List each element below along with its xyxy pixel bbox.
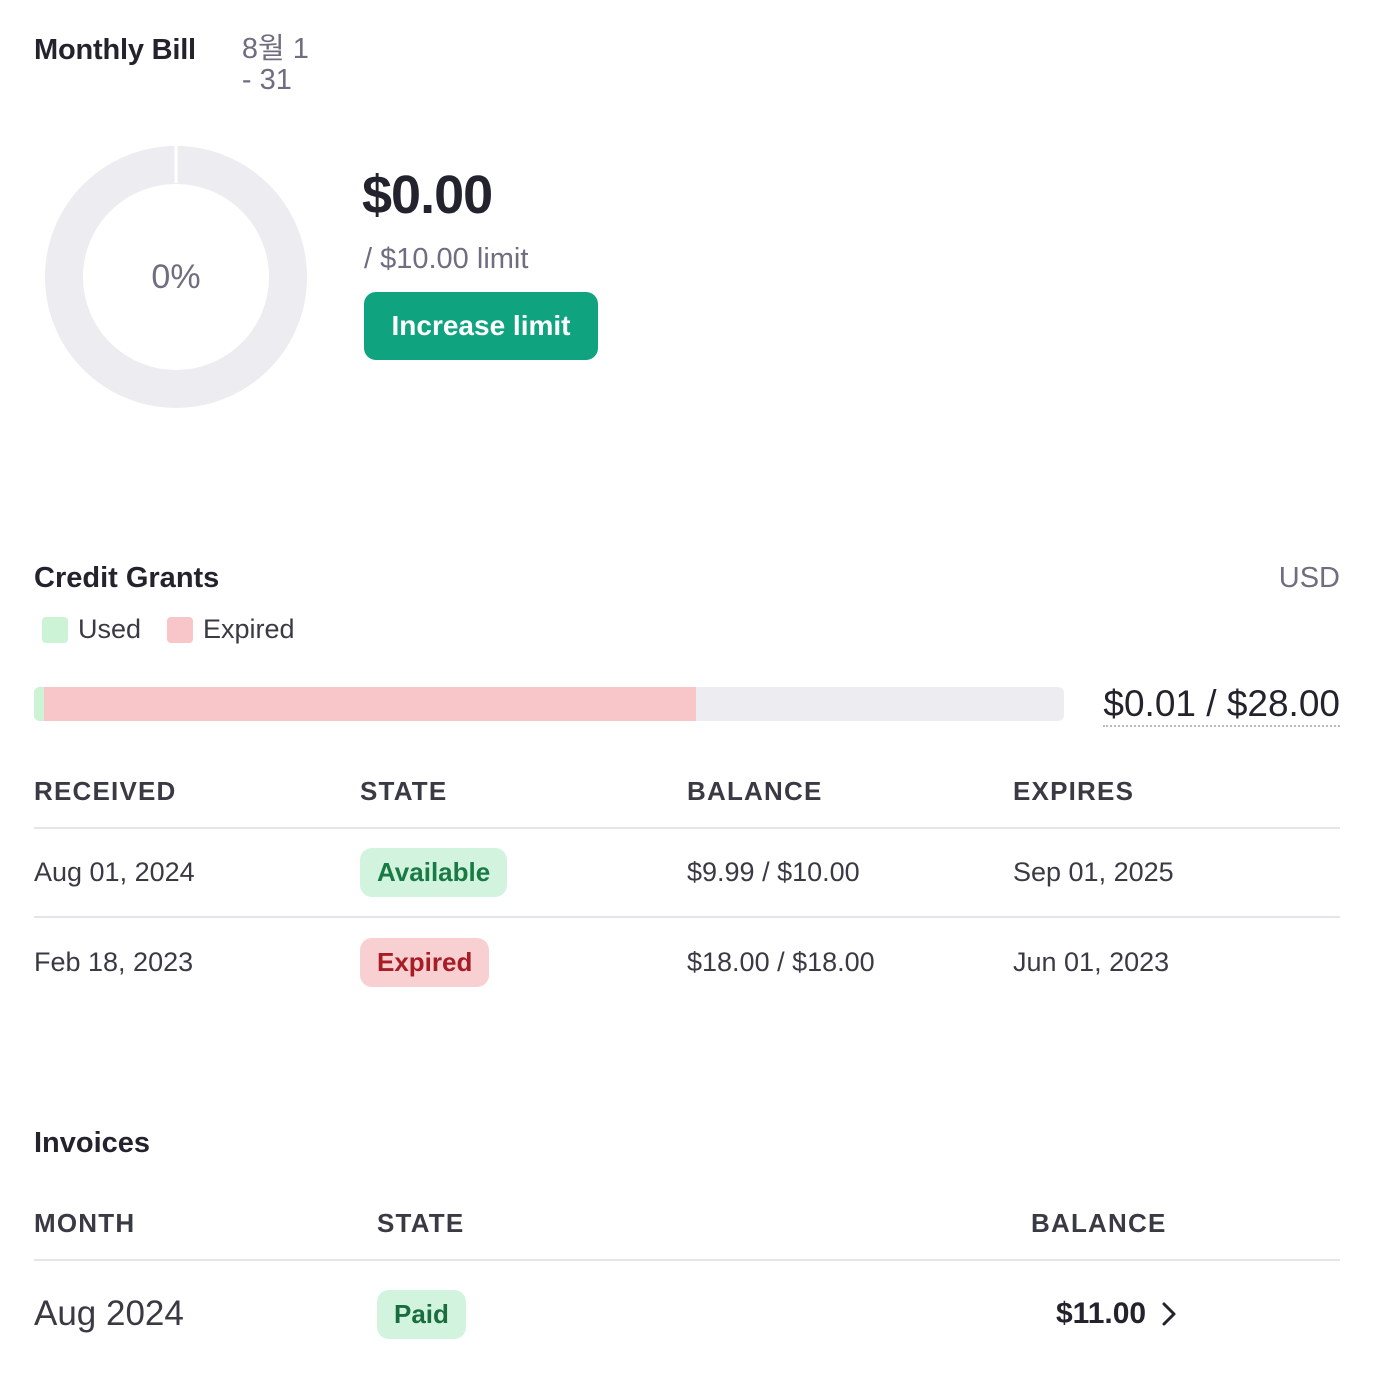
currency-label: USD [1278, 562, 1340, 594]
legend-swatch-used [42, 616, 68, 643]
credit-grants-table: RECEIVED STATE BALANCE EXPIRES Aug 01, 2… [34, 755, 1340, 1007]
usage-percent-label: 0% [151, 257, 201, 296]
legend-label-expired: Expired [203, 614, 295, 644]
legend-label-used: Used [78, 614, 142, 644]
bill-limit-text: / $10.00 limit [364, 243, 529, 275]
column-header-expires: EXPIRES [1013, 775, 1135, 806]
invoice-row[interactable]: Aug 2024 Paid $11.00 [34, 1261, 1340, 1367]
received-date: Feb 18, 2023 [34, 947, 194, 977]
invoice-balance-link[interactable]: $11.00 [1056, 1297, 1178, 1331]
expires-date: Jun 01, 2023 [1013, 947, 1170, 977]
status-badge: Expired [360, 938, 490, 987]
column-header-received: RECEIVED [34, 775, 177, 806]
credit-usage-bar [34, 687, 1064, 721]
column-header-balance: BALANCE [1031, 1207, 1167, 1238]
invoice-balance: $11.00 [1056, 1297, 1147, 1330]
grant-balance: $9.99 / $10.00 [687, 857, 860, 887]
column-header-state: STATE [377, 1207, 465, 1238]
invoices-table: MONTH STATE BALANCE Aug 2024 Paid $11.00 [34, 1187, 1340, 1367]
expires-date: Sep 01, 2025 [1013, 857, 1174, 887]
monthly-bill-header: Monthly Bill 8월 1 - 31 [34, 34, 312, 96]
legend-swatch-expired [167, 616, 194, 643]
column-header-balance: BALANCE [687, 775, 823, 806]
received-date: Aug 01, 2024 [34, 857, 195, 887]
legend-item-expired: Expired [167, 614, 295, 645]
increase-limit-button[interactable]: Increase limit [364, 292, 598, 360]
grant-balance: $18.00 / $18.00 [687, 947, 875, 977]
monthly-bill-title: Monthly Bill [34, 34, 196, 66]
bill-amount: $0.00 [362, 165, 493, 225]
invoice-month: Aug 2024 [34, 1294, 184, 1333]
credit-grants-title: Credit Grants [34, 562, 220, 594]
table-row: Aug 01, 2024 Available $9.99 / $10.00 Se… [34, 829, 1340, 918]
credit-legend: Used Expired [42, 614, 321, 645]
column-header-month: MONTH [34, 1207, 136, 1238]
column-header-state: STATE [360, 775, 448, 806]
invoices-title: Invoices [34, 1127, 151, 1159]
status-badge: Paid [377, 1289, 466, 1339]
invoices-table-header: MONTH STATE BALANCE [34, 1187, 1340, 1261]
credit-bar-expired-segment [34, 687, 696, 721]
credit-grants-table-header: RECEIVED STATE BALANCE EXPIRES [34, 755, 1340, 829]
credit-bar-used-segment [34, 687, 44, 721]
credit-total-text[interactable]: $0.01 / $28.00 [1103, 683, 1340, 727]
legend-item-used: Used [42, 614, 141, 645]
chevron-right-icon [1162, 1302, 1176, 1326]
status-badge: Available [360, 848, 508, 897]
billing-period: 8월 1 - 31 [241, 33, 309, 96]
table-row: Feb 18, 2023 Expired $18.00 / $18.00 Jun… [34, 918, 1340, 1007]
usage-donut-chart [45, 145, 307, 408]
